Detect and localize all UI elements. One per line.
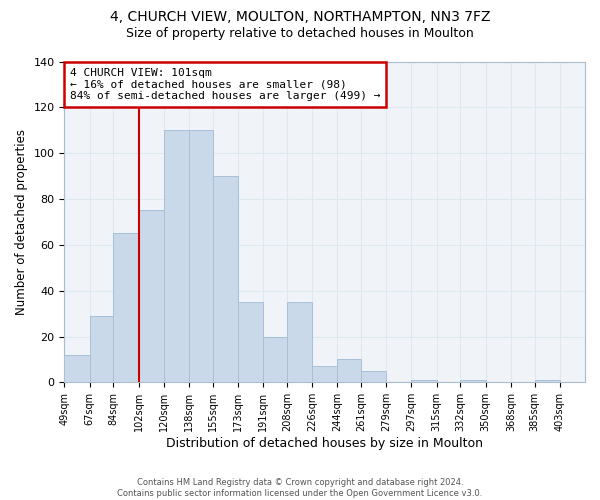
Text: Contains HM Land Registry data © Crown copyright and database right 2024.
Contai: Contains HM Land Registry data © Crown c… (118, 478, 482, 498)
Bar (535, 380, 560, 382)
Bar (361, 371, 386, 382)
Bar (139, 210, 164, 382)
Text: 4, CHURCH VIEW, MOULTON, NORTHAMPTON, NN3 7FZ: 4, CHURCH VIEW, MOULTON, NORTHAMPTON, NN… (110, 10, 490, 24)
Bar (337, 360, 361, 382)
Bar (164, 130, 189, 382)
Bar (412, 380, 437, 382)
Bar (113, 234, 139, 382)
Bar (189, 130, 213, 382)
X-axis label: Distribution of detached houses by size in Moulton: Distribution of detached houses by size … (166, 437, 483, 450)
Bar (312, 366, 337, 382)
Bar (460, 380, 485, 382)
Text: 4 CHURCH VIEW: 101sqm
← 16% of detached houses are smaller (98)
84% of semi-deta: 4 CHURCH VIEW: 101sqm ← 16% of detached … (70, 68, 380, 101)
Bar (213, 176, 238, 382)
Bar (89, 316, 113, 382)
Bar (238, 302, 263, 382)
Bar (287, 302, 312, 382)
Bar (64, 355, 89, 382)
Y-axis label: Number of detached properties: Number of detached properties (15, 129, 28, 315)
Text: Size of property relative to detached houses in Moulton: Size of property relative to detached ho… (126, 28, 474, 40)
Bar (263, 336, 287, 382)
